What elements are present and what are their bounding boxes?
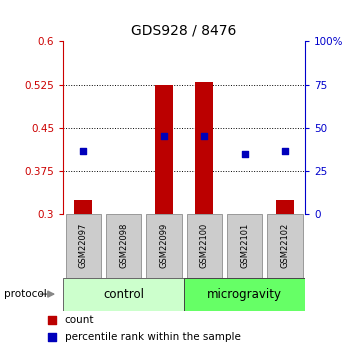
Bar xyxy=(63,278,184,310)
Bar xyxy=(227,214,262,278)
Text: GSM22099: GSM22099 xyxy=(160,223,169,268)
Bar xyxy=(195,82,213,214)
Point xyxy=(49,335,55,340)
Bar xyxy=(155,85,173,214)
Bar xyxy=(106,214,142,278)
Text: microgravity: microgravity xyxy=(207,288,282,300)
Text: GSM22101: GSM22101 xyxy=(240,223,249,268)
Text: control: control xyxy=(103,288,144,300)
Title: GDS928 / 8476: GDS928 / 8476 xyxy=(131,23,237,38)
Bar xyxy=(276,199,294,214)
Point xyxy=(81,148,86,154)
Bar xyxy=(187,214,222,278)
Text: GSM22100: GSM22100 xyxy=(200,223,209,268)
Bar xyxy=(74,199,92,214)
Text: GSM22098: GSM22098 xyxy=(119,223,128,268)
Point xyxy=(242,151,248,156)
Text: GSM22102: GSM22102 xyxy=(280,223,290,268)
Point xyxy=(282,148,288,154)
Bar xyxy=(66,214,101,278)
Text: count: count xyxy=(65,315,94,325)
Point xyxy=(161,134,167,139)
Text: protocol: protocol xyxy=(4,289,46,299)
Bar xyxy=(267,214,303,278)
Text: GSM22097: GSM22097 xyxy=(79,223,88,268)
Text: percentile rank within the sample: percentile rank within the sample xyxy=(65,333,240,342)
Bar xyxy=(146,214,182,278)
Bar xyxy=(184,278,305,310)
Point xyxy=(49,317,55,323)
Point xyxy=(201,134,207,139)
